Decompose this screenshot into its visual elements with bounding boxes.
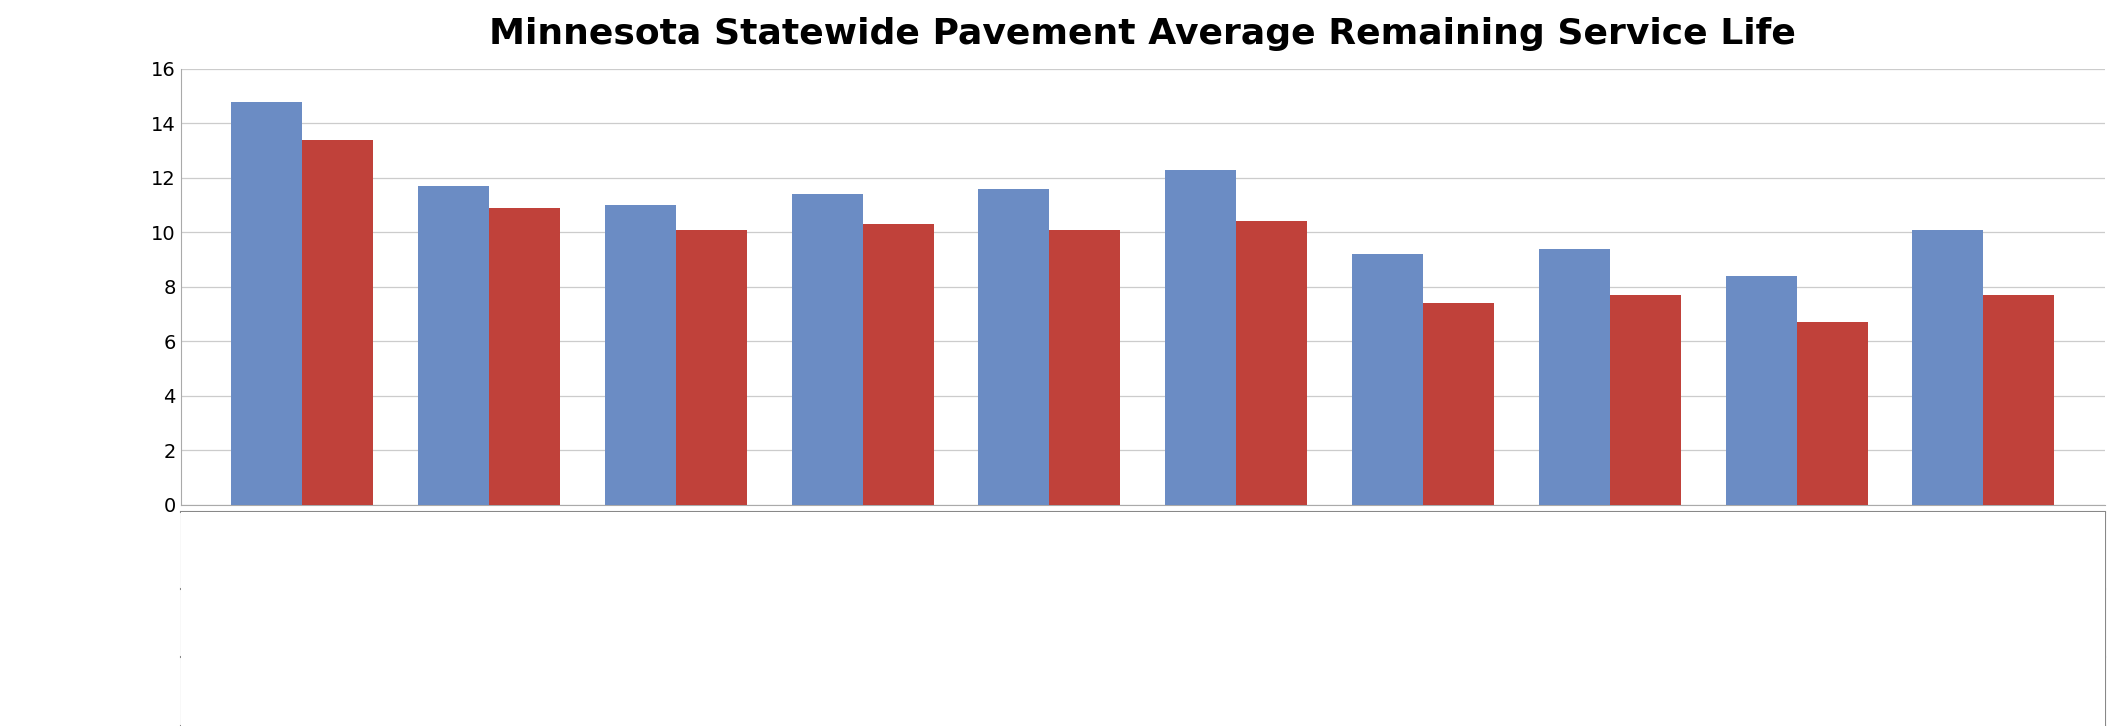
Text: 9.4: 9.4 bbox=[1675, 614, 1703, 632]
Text: 12.3: 12.3 bbox=[1335, 614, 1376, 632]
Text: 2002: 2002 bbox=[663, 541, 716, 560]
Bar bbox=[1796, 322, 1867, 505]
Bar bbox=[1913, 229, 1984, 505]
Bar bbox=[302, 139, 374, 505]
Bar bbox=[1235, 221, 1307, 505]
Text: 2003: 2003 bbox=[829, 541, 884, 560]
Bar bbox=[1352, 254, 1422, 505]
Title: Minnesota Statewide Pavement Average Remaining Service Life: Minnesota Statewide Pavement Average Rem… bbox=[489, 17, 1796, 51]
Bar bbox=[863, 224, 933, 505]
Text: 11.4: 11.4 bbox=[1003, 614, 1044, 632]
Text: 13.4: 13.4 bbox=[504, 682, 544, 701]
Text: 10.1: 10.1 bbox=[838, 682, 876, 701]
Bar bbox=[604, 205, 676, 505]
Text: 7.7: 7.7 bbox=[1675, 682, 1703, 701]
Text: 8.4: 8.4 bbox=[1841, 614, 1869, 632]
Text: 2008: 2008 bbox=[1663, 541, 1716, 560]
Text: 7.4: 7.4 bbox=[1507, 682, 1537, 701]
Text: 2010: 2010 bbox=[1994, 541, 2049, 560]
Bar bbox=[232, 102, 302, 505]
Text: 2004: 2004 bbox=[995, 541, 1050, 560]
Bar bbox=[419, 186, 489, 505]
Text: 2009: 2009 bbox=[1828, 541, 1882, 560]
Text: 6.7: 6.7 bbox=[1841, 682, 1869, 701]
Bar bbox=[1165, 170, 1235, 505]
Text: 10.1: 10.1 bbox=[2003, 614, 2041, 632]
Text: 10.3: 10.3 bbox=[1003, 682, 1044, 701]
Text: Non-Principal Arterial: Non-Principal Arterial bbox=[191, 682, 383, 701]
Text: 7.7: 7.7 bbox=[2007, 682, 2037, 701]
Text: 14.8: 14.8 bbox=[504, 614, 544, 632]
Text: 2007: 2007 bbox=[1495, 541, 1550, 560]
Text: 11: 11 bbox=[846, 614, 867, 632]
Bar bbox=[1539, 248, 1609, 505]
Text: 10.9: 10.9 bbox=[670, 682, 710, 701]
Text: 10.1: 10.1 bbox=[1169, 682, 1210, 701]
Text: 2006: 2006 bbox=[1329, 541, 1382, 560]
Bar bbox=[1609, 295, 1682, 505]
Bar bbox=[978, 189, 1050, 505]
Bar bbox=[1422, 303, 1495, 505]
Text: 2001: 2001 bbox=[497, 541, 551, 560]
Bar bbox=[791, 194, 863, 505]
Text: 11.7: 11.7 bbox=[670, 614, 710, 632]
Text: 9.2: 9.2 bbox=[1507, 614, 1537, 632]
Text: 11.6: 11.6 bbox=[1169, 614, 1210, 632]
Bar bbox=[1726, 276, 1796, 505]
Text: 2005: 2005 bbox=[1163, 541, 1216, 560]
Text: Principal Arterial: Principal Arterial bbox=[191, 614, 340, 632]
Text: 10.4: 10.4 bbox=[1335, 682, 1376, 701]
Bar bbox=[489, 208, 559, 505]
Bar bbox=[1984, 295, 2054, 505]
Bar bbox=[1050, 229, 1120, 505]
Bar bbox=[676, 229, 746, 505]
